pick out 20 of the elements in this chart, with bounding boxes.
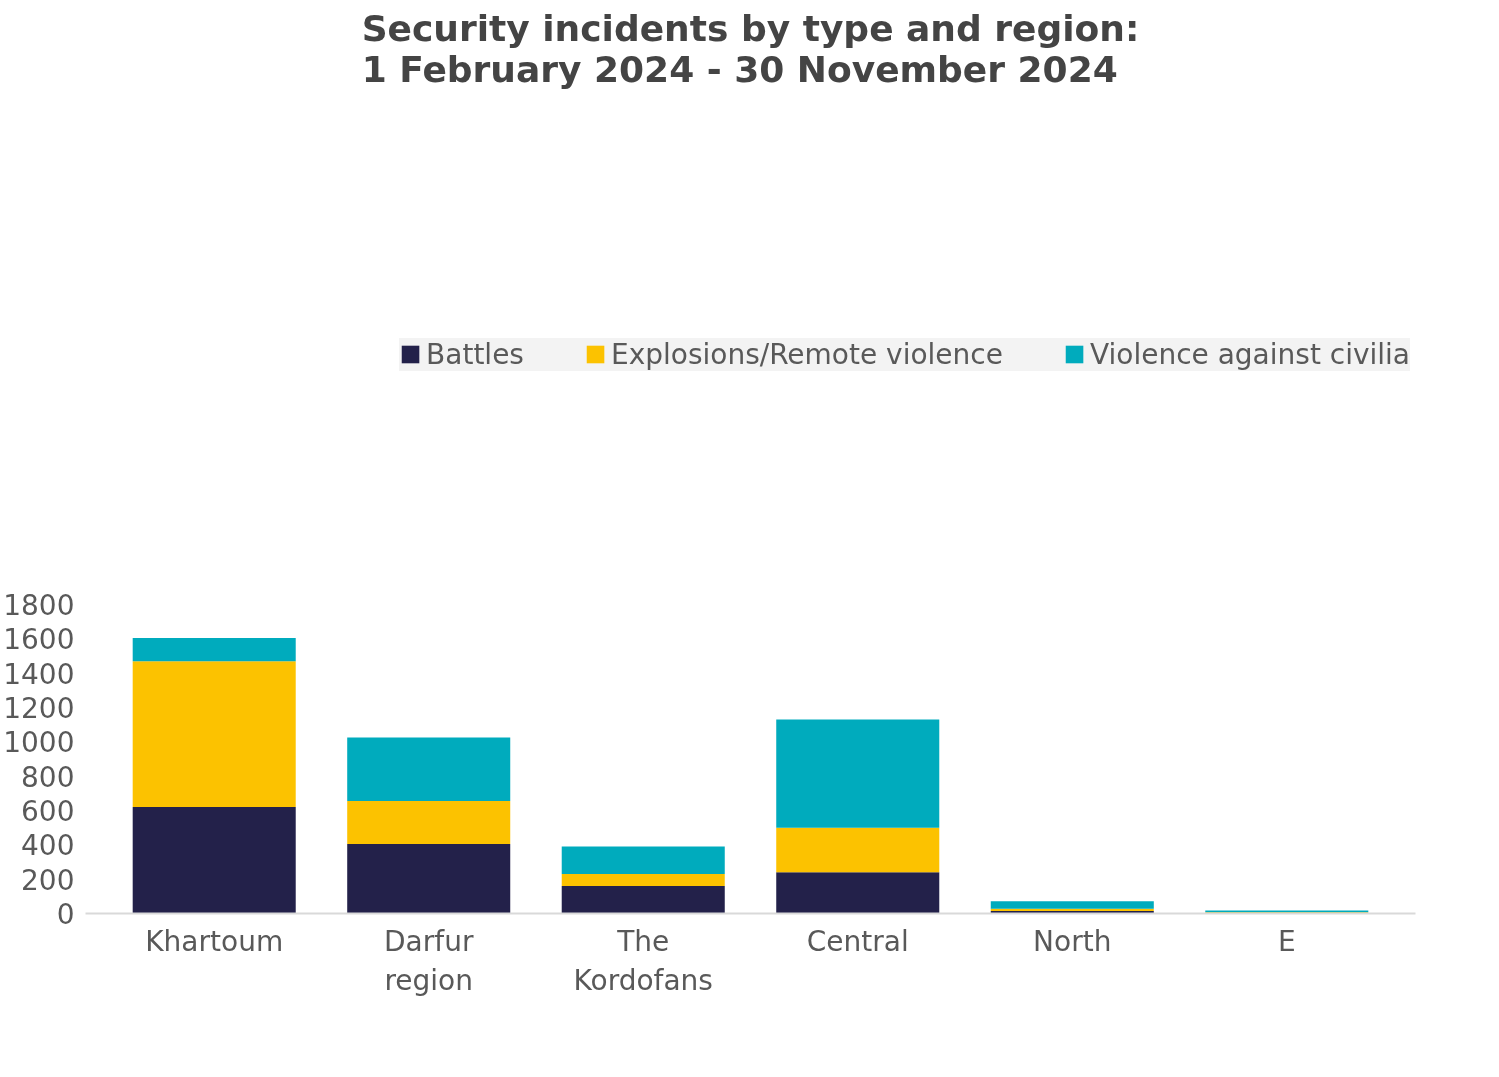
x-tick-label: E	[1277, 924, 1296, 958]
y-tick-label: 1600	[3, 623, 75, 657]
y-tick-label: 0	[56, 898, 75, 931]
chart-title: Security incidents by type and region: 1 February 2024 - 30 November 2024	[361, 7, 1140, 90]
x-tick-label: Darfur region	[384, 924, 474, 998]
y-tick-label: 1200	[3, 692, 75, 725]
legend-label: Explosions/Remote violence	[610, 337, 1003, 371]
y-tick-label: 1800	[3, 589, 75, 622]
y-tick-label: 200	[21, 863, 75, 897]
x-tick-label: Central	[806, 924, 909, 958]
y-tick-label: 600	[21, 795, 75, 828]
x-tick-label: Khartoum	[145, 924, 284, 958]
y-tick-label: 1400	[3, 657, 75, 691]
y-tick-label: 400	[21, 829, 75, 863]
legend-label: Battles	[426, 337, 524, 371]
y-tick-label: 800	[21, 760, 75, 794]
x-tick-label: The Kordofans	[573, 924, 713, 998]
y-tick-label: 1000	[3, 726, 75, 760]
x-tick-label: North	[1033, 924, 1112, 958]
legend-label: Violence against civilia	[1089, 337, 1410, 371]
